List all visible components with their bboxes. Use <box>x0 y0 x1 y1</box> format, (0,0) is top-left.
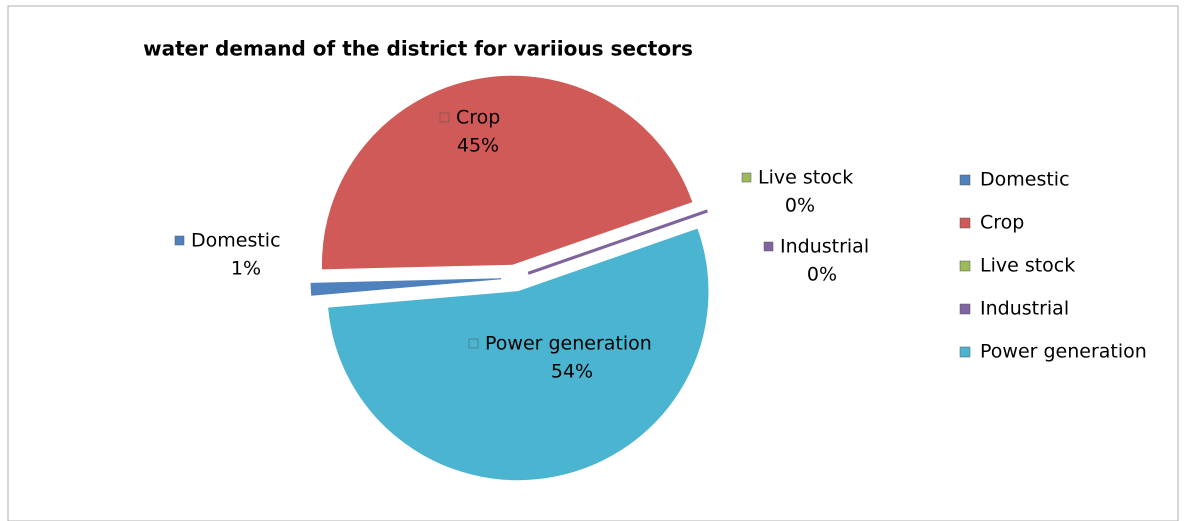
legend-swatch <box>959 174 971 186</box>
data-label-value: 54% <box>551 361 593 383</box>
data-label-value: 0% <box>807 264 837 286</box>
legend-label: Crop <box>980 212 1024 234</box>
label-marker <box>174 235 185 246</box>
data-label-value: 45% <box>457 135 499 157</box>
data-label-name: Live stock <box>758 167 853 189</box>
data-label-value: 1% <box>231 258 261 280</box>
pie-slice <box>527 209 708 275</box>
legend-label: Live stock <box>980 255 1075 277</box>
pie-slice <box>310 278 502 296</box>
legend-swatch <box>959 260 971 272</box>
label-marker <box>468 338 479 349</box>
label-marker <box>439 112 450 123</box>
data-label-name: Industrial <box>780 236 869 258</box>
legend-swatch <box>959 303 971 315</box>
data-label-name: Crop <box>456 107 500 129</box>
pie-slice <box>328 228 709 481</box>
legend-label: Power generation <box>980 341 1147 363</box>
pie-slice <box>322 75 693 270</box>
legend-label: Industrial <box>980 298 1069 320</box>
legend-label: Domestic <box>980 169 1070 191</box>
data-label-name: Domestic <box>191 230 281 252</box>
label-marker <box>741 172 752 183</box>
chart-title: water demand of the district for variiou… <box>143 37 693 61</box>
label-marker <box>763 241 774 252</box>
legend-swatch <box>959 217 971 229</box>
legend-swatch <box>959 346 971 358</box>
data-label-name: Power generation <box>485 333 652 355</box>
data-label-value: 0% <box>785 195 815 217</box>
